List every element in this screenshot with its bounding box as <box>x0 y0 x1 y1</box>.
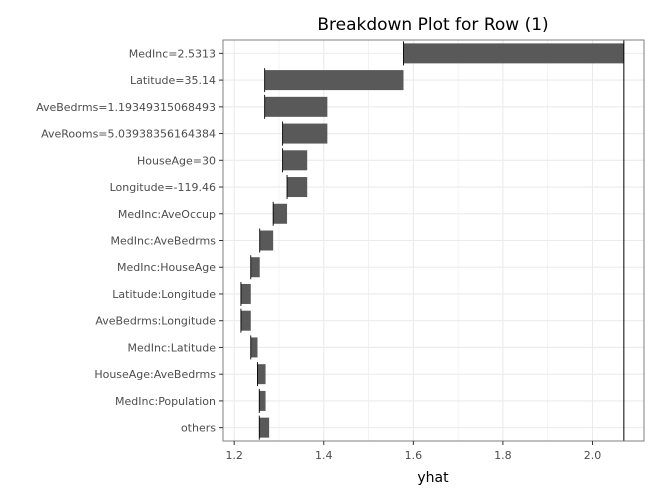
bar <box>282 150 308 171</box>
x-axis-title: yhat <box>417 470 449 486</box>
y-tick-label: AveBedrms:Longitude <box>95 315 216 328</box>
y-tick-label: AveBedrms=1.19349315068493 <box>36 101 216 114</box>
bar <box>257 364 266 385</box>
y-tick-label: Latitude:Longitude <box>112 288 216 301</box>
chart-title: Breakdown Plot for Row (1) <box>317 15 548 35</box>
y-tick-label: MedInc:AveOccup <box>118 208 216 221</box>
bar <box>259 230 274 251</box>
bar <box>259 390 266 411</box>
bar <box>287 177 308 198</box>
y-tick-label: MedInc:HouseAge <box>117 261 216 274</box>
bar <box>259 417 270 438</box>
bar <box>264 70 404 91</box>
x-tick-label: 1.8 <box>494 449 512 462</box>
bar <box>250 257 260 278</box>
bar <box>240 283 251 304</box>
y-tick-label: MedInc=2.5313 <box>129 47 216 60</box>
y-axis-labels: MedInc=2.5313 Latitude=35.14 AveBedrms=1.1… <box>36 47 223 435</box>
x-tick-label: 1.2 <box>225 449 243 462</box>
y-tick-label: HouseAge=30 <box>137 154 216 167</box>
y-tick-label: Latitude=35.14 <box>130 74 216 87</box>
bar <box>403 43 624 64</box>
bar <box>282 123 328 144</box>
x-axis-labels: 1.2 1.4 1.6 1.8 2.0 <box>225 441 601 462</box>
bar <box>264 96 328 117</box>
x-tick-label: 1.4 <box>315 449 333 462</box>
bar <box>240 310 251 331</box>
bars <box>240 43 624 438</box>
x-tick-label: 1.6 <box>405 449 423 462</box>
y-tick-label: MedInc:Population <box>115 395 216 408</box>
bar <box>273 203 288 224</box>
y-tick-label: Longitude=-119.46 <box>110 181 216 194</box>
y-tick-label: MedInc:AveBedrms <box>111 235 217 248</box>
y-tick-label: HouseAge:AveBedrms <box>94 368 216 381</box>
x-tick-label: 2.0 <box>584 449 602 462</box>
reference-lines <box>240 40 625 441</box>
bar <box>250 337 258 358</box>
y-tick-label: MedInc:Latitude <box>128 341 217 354</box>
y-tick-label: others <box>181 422 216 435</box>
y-tick-label: AveRooms=5.03938356164384 <box>41 128 216 141</box>
